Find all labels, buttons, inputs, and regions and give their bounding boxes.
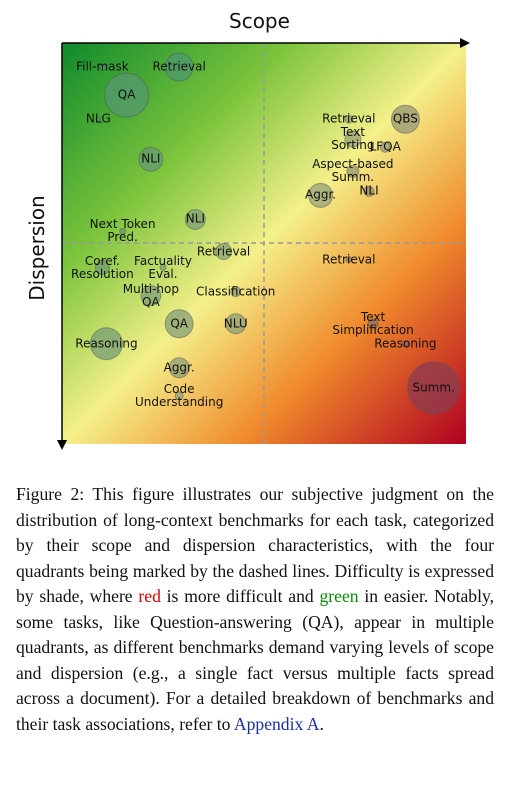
point-label: Multi-hop QA — [122, 281, 179, 309]
x-axis-arrowhead — [460, 38, 470, 48]
y-axis-title: Dispersion — [24, 195, 49, 301]
caption-green-word: green — [319, 586, 359, 606]
point-marker — [164, 309, 194, 339]
point-label: Text Simplification — [332, 309, 414, 337]
point-marker — [94, 260, 110, 276]
caption-text-2: is more difficult and — [160, 586, 320, 606]
point-label: Classification — [196, 284, 276, 299]
point-label: NLI — [185, 211, 205, 226]
point-label: Aggr. — [163, 360, 195, 375]
point-marker — [104, 72, 150, 118]
point-label: Retrieval — [196, 244, 251, 259]
points-layer — [89, 52, 461, 415]
point-marker — [345, 256, 353, 264]
point-marker — [174, 391, 184, 401]
figure-2: Scope Dispersion Fill-mask Retrieval QA NLG… — [24, 9, 470, 450]
point-marker — [164, 52, 194, 82]
scatter-plot — [57, 38, 470, 450]
point-marker — [367, 318, 379, 330]
point-label: Coref. Resolution — [71, 253, 134, 281]
appendix-link[interactable]: Appendix A — [233, 713, 320, 734]
point-marker — [225, 313, 247, 335]
point-marker — [215, 243, 233, 261]
caption-text-1: Figure 2: This figure illustrates our su… — [16, 484, 494, 606]
point-label: Summ. — [412, 380, 455, 395]
point-label: Retrieval — [152, 59, 206, 74]
point-marker — [119, 227, 127, 235]
y-axis-arrowhead — [57, 440, 67, 450]
x-axis-title: Scope — [229, 9, 290, 33]
point-label: Reasoning — [75, 336, 138, 351]
point-marker — [184, 208, 206, 230]
point-marker — [346, 164, 360, 178]
point-label: NLU — [223, 316, 248, 331]
point-marker — [344, 130, 362, 148]
point-marker — [89, 327, 123, 361]
caption-text-3: in easier. Notably, some tasks, like Que… — [16, 586, 495, 734]
point-label: Aggr. — [305, 187, 337, 202]
figure-caption: Figure 2: This figure illustrates our su… — [16, 482, 494, 737]
point-marker — [140, 285, 162, 307]
point-label: QA — [170, 316, 188, 331]
point-label: NLI — [359, 183, 379, 198]
point-label: NLI — [141, 151, 161, 166]
point-marker — [379, 141, 391, 153]
point-marker — [95, 116, 101, 122]
caption-text-4: . — [319, 713, 324, 734]
point-label: Code Understanding — [134, 381, 224, 409]
point-label: Reasoning — [374, 336, 437, 351]
point-marker — [390, 104, 420, 134]
point-label: Next Token Pred. — [89, 217, 156, 245]
point-marker — [159, 264, 167, 272]
point-label: NLG — [85, 111, 111, 126]
point-label: QA — [117, 87, 136, 102]
point-label: Text Sorting — [331, 125, 375, 153]
point-label: Aspect-based Summ. — [312, 157, 394, 185]
point-label: Retrieval — [322, 252, 376, 267]
point-marker — [308, 182, 334, 208]
point-marker — [344, 114, 354, 124]
point-label: QBS — [392, 111, 418, 126]
point-label: Fill-mask — [76, 59, 129, 74]
point-label: LFQA — [369, 139, 401, 154]
point-marker — [98, 63, 106, 71]
point-label: Factuality Eval. — [134, 253, 192, 281]
point-marker — [407, 361, 461, 415]
point-marker — [363, 185, 375, 197]
caption-red-word: red — [138, 586, 161, 606]
point-marker — [138, 146, 164, 172]
point-label: Retrieval — [322, 111, 376, 126]
point-marker — [401, 340, 409, 348]
point-marker — [168, 357, 190, 379]
point-marker — [230, 286, 242, 298]
